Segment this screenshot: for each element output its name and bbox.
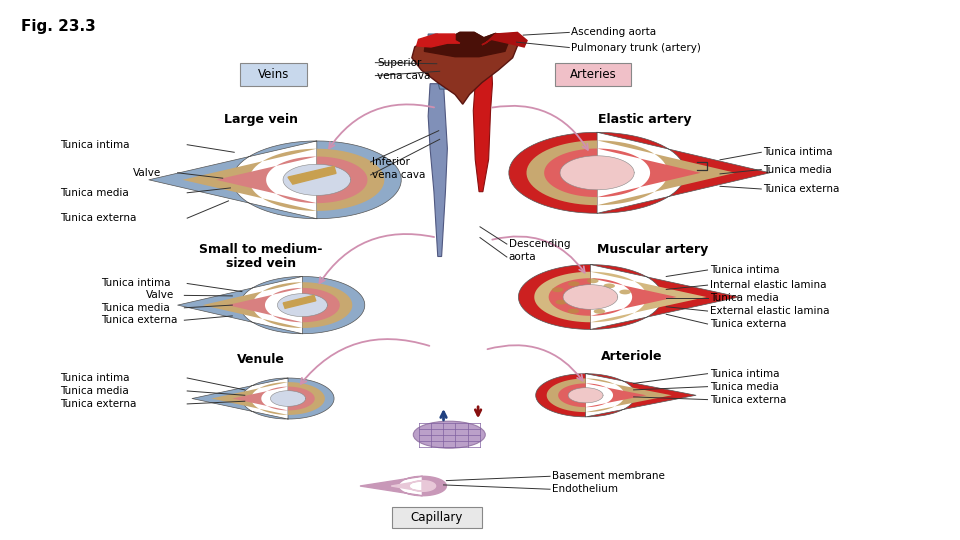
Text: Tunica externa: Tunica externa <box>60 213 137 223</box>
Text: Small to medium-: Small to medium- <box>200 243 323 256</box>
Polygon shape <box>424 32 511 57</box>
Text: Tunica media: Tunica media <box>710 382 780 392</box>
Text: Tunica intima: Tunica intima <box>710 369 780 379</box>
FancyBboxPatch shape <box>392 507 482 528</box>
Polygon shape <box>509 132 770 213</box>
Text: Valve: Valve <box>132 168 160 178</box>
Polygon shape <box>428 84 447 256</box>
Text: Tunica media: Tunica media <box>763 165 832 174</box>
Ellipse shape <box>604 284 615 288</box>
Polygon shape <box>271 391 305 406</box>
Text: Tunica externa: Tunica externa <box>763 184 840 194</box>
Text: Arteriole: Arteriole <box>601 350 662 363</box>
Text: Endothelium: Endothelium <box>552 484 618 494</box>
Text: Valve: Valve <box>146 291 174 300</box>
Polygon shape <box>228 288 340 322</box>
Polygon shape <box>564 285 618 309</box>
Polygon shape <box>482 32 527 47</box>
Text: Veins: Veins <box>258 68 289 81</box>
Polygon shape <box>216 157 368 203</box>
Text: Tunica intima: Tunica intima <box>60 373 130 383</box>
Text: Elastic artery: Elastic artery <box>598 113 692 126</box>
Text: Tunica intima: Tunica intima <box>763 147 832 157</box>
Ellipse shape <box>568 281 580 286</box>
Polygon shape <box>211 382 324 415</box>
Polygon shape <box>182 148 384 211</box>
Text: Muscular artery: Muscular artery <box>597 243 708 256</box>
Polygon shape <box>526 140 735 205</box>
FancyBboxPatch shape <box>555 63 632 86</box>
Text: Fig. 23.3: Fig. 23.3 <box>21 19 96 34</box>
Ellipse shape <box>414 421 486 448</box>
Polygon shape <box>412 32 517 104</box>
Polygon shape <box>417 34 460 47</box>
Text: Tunica intima: Tunica intima <box>60 140 130 150</box>
Polygon shape <box>536 374 696 417</box>
Text: Tunica externa: Tunica externa <box>60 399 137 409</box>
Ellipse shape <box>552 287 564 292</box>
Polygon shape <box>288 166 336 184</box>
Text: Tunica intima: Tunica intima <box>101 279 170 288</box>
Text: sized vein: sized vein <box>226 257 297 270</box>
Polygon shape <box>535 272 707 322</box>
Polygon shape <box>473 47 492 192</box>
Polygon shape <box>192 378 334 419</box>
Text: aorta: aorta <box>509 252 537 262</box>
Text: External elastic lamina: External elastic lamina <box>710 306 829 316</box>
Polygon shape <box>203 282 352 328</box>
Text: Tunica media: Tunica media <box>710 293 780 303</box>
Text: Basement membrane: Basement membrane <box>552 471 665 481</box>
Ellipse shape <box>619 289 631 294</box>
Text: Capillary: Capillary <box>411 511 463 524</box>
Polygon shape <box>178 276 365 334</box>
Text: Tunica media: Tunica media <box>60 188 130 198</box>
Text: Tunica externa: Tunica externa <box>710 395 787 404</box>
Text: Arteries: Arteries <box>570 68 616 81</box>
Polygon shape <box>149 141 401 219</box>
Text: Inferior: Inferior <box>372 157 410 167</box>
Text: Venule: Venule <box>237 353 285 366</box>
Text: Tunica media: Tunica media <box>101 303 170 313</box>
Text: vena cava: vena cava <box>372 170 426 180</box>
Polygon shape <box>560 156 635 190</box>
Ellipse shape <box>556 300 567 305</box>
Polygon shape <box>232 387 315 410</box>
Text: Tunica intima: Tunica intima <box>710 265 780 275</box>
Text: Superior: Superior <box>377 58 421 68</box>
Polygon shape <box>283 164 350 195</box>
Polygon shape <box>546 379 672 412</box>
Polygon shape <box>428 34 447 89</box>
FancyBboxPatch shape <box>240 63 306 86</box>
Polygon shape <box>549 278 677 316</box>
Polygon shape <box>544 148 701 197</box>
Text: Tunica media: Tunica media <box>60 386 130 396</box>
Text: Ascending aorta: Ascending aorta <box>571 28 657 37</box>
Polygon shape <box>360 476 446 496</box>
Text: Large vein: Large vein <box>224 113 299 126</box>
Polygon shape <box>283 295 316 308</box>
Polygon shape <box>277 294 327 316</box>
Text: Descending: Descending <box>509 239 570 249</box>
Text: Tunica externa: Tunica externa <box>710 319 787 329</box>
Text: vena cava: vena cava <box>377 71 431 80</box>
Polygon shape <box>568 388 603 403</box>
Ellipse shape <box>588 279 599 284</box>
Text: Tunica externa: Tunica externa <box>101 315 178 325</box>
Polygon shape <box>518 265 739 329</box>
Text: Pulmonary trunk (artery): Pulmonary trunk (artery) <box>571 43 701 52</box>
Ellipse shape <box>567 309 579 314</box>
Polygon shape <box>558 383 646 407</box>
Polygon shape <box>392 481 436 491</box>
Text: Internal elastic lamina: Internal elastic lamina <box>710 280 827 290</box>
Ellipse shape <box>593 309 605 314</box>
